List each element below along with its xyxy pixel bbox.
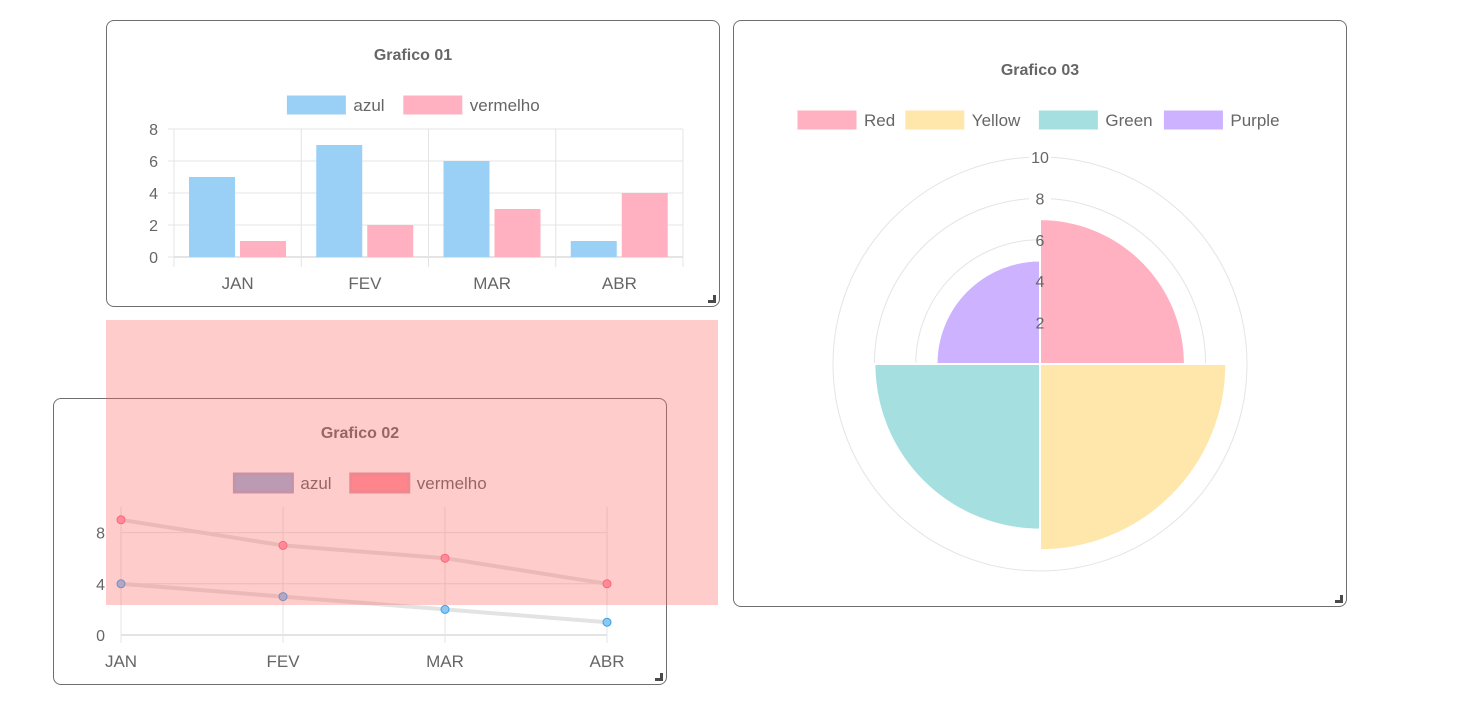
line-chart: Grafico 02 azul vermelho 0 4 8 JAN FEV MAR ABR <box>96 425 625 671</box>
y-tick-label: 8 <box>149 122 158 139</box>
bar <box>316 145 363 257</box>
selection-overlay <box>106 320 718 605</box>
y-tick-label: 6 <box>149 154 158 171</box>
polar-sector <box>1039 218 1186 365</box>
legend-swatch <box>1038 110 1098 130</box>
x-tick-label: FEV <box>348 274 382 293</box>
r-tick-label: 6 <box>1036 233 1045 250</box>
data-point <box>440 604 450 614</box>
x-tick-label: ABR <box>590 652 625 671</box>
bar <box>367 225 414 257</box>
x-tick-label: JAN <box>105 652 137 671</box>
legend-swatch <box>232 472 294 494</box>
y-tick-label: 4 <box>96 577 105 594</box>
bar <box>494 209 541 257</box>
chart-panel-3: Grafico 03 Red Yellow Green Purple 2 4 6 8 10 <box>733 20 1347 607</box>
bar <box>570 241 617 257</box>
legend-label: azul <box>300 474 331 493</box>
data-point <box>440 553 450 563</box>
polar-sector <box>935 259 1041 365</box>
series-line <box>120 517 608 586</box>
x-tick-label: ABR <box>602 274 637 293</box>
chart-title: Grafico 02 <box>321 425 399 442</box>
legend-swatch <box>905 110 965 130</box>
x-tick-label: FEV <box>266 652 300 671</box>
bar <box>240 241 286 257</box>
r-tick-label: 10 <box>1031 150 1049 167</box>
data-point <box>278 540 288 550</box>
legend-label: Green <box>1105 111 1152 130</box>
r-tick-label: 4 <box>1036 274 1045 291</box>
tick-label-backdrop <box>1029 189 1051 207</box>
legend-swatch <box>286 95 346 115</box>
x-tick-label: MAR <box>473 274 511 293</box>
data-point <box>116 579 126 589</box>
resize-handle[interactable] <box>1335 595 1343 603</box>
x-tick-label: JAN <box>222 274 254 293</box>
data-point <box>278 592 288 602</box>
legend-swatch <box>1163 110 1223 130</box>
data-point <box>602 579 612 589</box>
bar <box>189 177 235 257</box>
y-tick-label: 0 <box>149 250 158 267</box>
chart-title: Grafico 03 <box>1001 62 1079 79</box>
chart-panel-1: Grafico 01 azul vermelho 0 2 4 6 8 JAN FEV MAR ABR <box>106 20 720 307</box>
resize-handle[interactable] <box>655 673 663 681</box>
chart-title: Grafico 01 <box>374 47 452 64</box>
bar <box>443 161 490 257</box>
series-line <box>120 581 608 625</box>
y-tick-label: 8 <box>96 526 105 543</box>
polar-sector <box>873 363 1041 531</box>
legend-label: vermelho <box>417 474 487 493</box>
data-point <box>116 515 126 525</box>
legend-swatch <box>797 110 857 130</box>
x-tick-label: MAR <box>426 652 464 671</box>
legend-swatch <box>403 95 463 115</box>
y-tick-label: 4 <box>149 186 158 203</box>
legend-label: vermelho <box>470 96 540 115</box>
tick-label-backdrop <box>1029 148 1051 165</box>
legend-swatch <box>349 472 411 494</box>
polar-area-chart: Grafico 03 Red Yellow Green Purple 2 4 6 8 10 <box>797 62 1280 572</box>
y-tick-label: 0 <box>96 628 105 645</box>
legend-label: azul <box>353 96 384 115</box>
r-tick-label: 2 <box>1036 316 1045 333</box>
bar <box>621 193 668 257</box>
resize-handle[interactable] <box>708 295 716 303</box>
legend-label: Purple <box>1230 111 1279 130</box>
polar-sector <box>1039 363 1228 552</box>
legend-label: Yellow <box>972 111 1021 130</box>
data-point <box>602 617 612 627</box>
bar-chart: Grafico 01 azul vermelho 0 2 4 6 8 JAN FEV MAR ABR <box>149 47 684 293</box>
legend-label: Red <box>864 111 895 130</box>
y-tick-label: 2 <box>149 218 158 235</box>
chart-panel-2: Grafico 02 azul vermelho 0 4 8 JAN FEV MAR ABR <box>53 398 667 685</box>
r-tick-label: 8 <box>1036 191 1045 208</box>
